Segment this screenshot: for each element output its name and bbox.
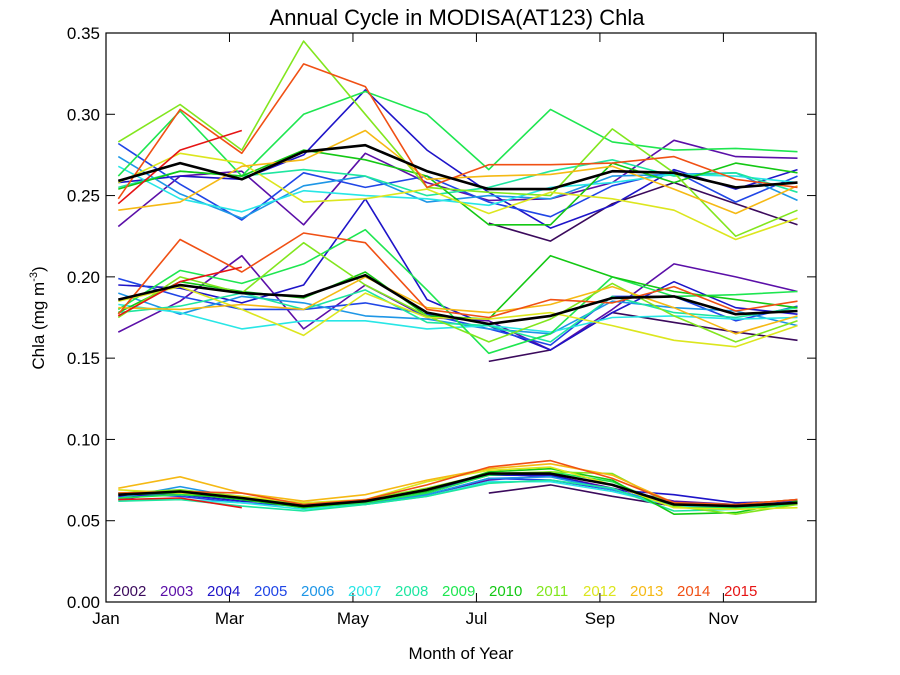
series-line-2013-group-2 [118, 276, 798, 335]
x-axis: Jan Mar May Jul Sep Nov [92, 33, 739, 628]
legend-entry-2003: 2003 [160, 583, 193, 600]
legend-entry-2007: 2007 [348, 583, 381, 600]
legend-entry-2008: 2008 [395, 583, 428, 600]
legend-entry-2011: 2011 [536, 583, 568, 600]
series-line-2008-group-3 [118, 479, 798, 512]
legend-entry-2014: 2014 [677, 583, 710, 600]
y-tick-label: 0.10 [67, 430, 100, 449]
y-tick-label: 0.30 [67, 105, 100, 124]
series-line-2008-group-2 [118, 289, 798, 343]
chart-title: Annual Cycle in MODISA(AT123) Chla [270, 5, 646, 30]
series-line-2009-group-2 [117, 228, 798, 355]
series-line-2006-group-1 [117, 155, 798, 220]
legend-entry-2005: 2005 [254, 583, 287, 600]
y-axis-label-close: ) [29, 266, 48, 272]
series-line-2011-group-2 [117, 241, 798, 343]
y-tick-label: 0.05 [67, 512, 100, 531]
series-line-2015-group-3 [118, 497, 242, 509]
legend-entry-2004: 2004 [207, 583, 240, 600]
series-line-2002-group-1 [488, 181, 798, 242]
x-axis-label: Month of Year [409, 644, 514, 663]
y-axis-label-sup: -3 [28, 272, 40, 282]
y-axis-label: Chla (mg m-3) [28, 266, 48, 369]
legend-entry-2010: 2010 [489, 583, 522, 600]
legend: 2002 2003 2004 2005 2006 2007 2008 2009 2010 2011… [113, 583, 757, 600]
y-tick-label: 0.35 [67, 24, 100, 43]
series-line-mean-group-2 [118, 273, 798, 326]
y-axis-label-main: Chla (mg m [29, 282, 48, 370]
series-line-2014-group-2 [117, 232, 798, 319]
x-tick-label: Jul [466, 609, 488, 628]
x-tick-label: Nov [708, 609, 739, 628]
y-tick-label: 0.25 [67, 187, 100, 206]
legend-entry-2013: 2013 [630, 583, 663, 600]
series-lines [117, 40, 798, 516]
legend-entry-2015: 2015 [724, 583, 757, 600]
series-line-2014-group-3 [118, 459, 798, 506]
series-line-2013-group-1 [118, 129, 798, 215]
plot-frame [105, 32, 817, 603]
series-line-2005-group-1 [117, 142, 798, 221]
series-line-2009-group-1 [117, 90, 798, 177]
legend-entry-2002: 2002 [113, 583, 146, 600]
series-line-2015-group-2 [117, 266, 242, 317]
x-tick-label: Sep [585, 609, 615, 628]
series-line-2004-group-1 [118, 89, 798, 229]
series-line-2010-group-1 [118, 149, 798, 226]
x-tick-label: Jan [92, 609, 119, 628]
series-line-2012-group-1 [117, 152, 798, 241]
series-line-2007-group-2 [118, 303, 798, 333]
legend-entry-2012: 2012 [583, 583, 616, 600]
x-tick-label: May [337, 609, 370, 628]
y-tick-label: 0.00 [67, 593, 100, 612]
series-line-mean-group-3 [118, 472, 798, 508]
series-line-2004-group-2 [118, 198, 798, 351]
series-line-2011-group-1 [117, 40, 798, 237]
series-line-2014-group-1 [117, 63, 798, 200]
y-tick-label: 0.15 [67, 349, 100, 368]
legend-entry-2006: 2006 [301, 583, 334, 600]
series-line-2015-group-1 [117, 129, 243, 205]
y-axis: 0.00 0.05 0.10 0.15 0.20 0.25 0.30 0.35 [67, 24, 816, 612]
y-tick-label: 0.20 [67, 268, 100, 287]
legend-entry-2009: 2009 [442, 583, 475, 600]
x-tick-label: Mar [215, 609, 245, 628]
series-line-mean-group-1 [117, 143, 798, 191]
